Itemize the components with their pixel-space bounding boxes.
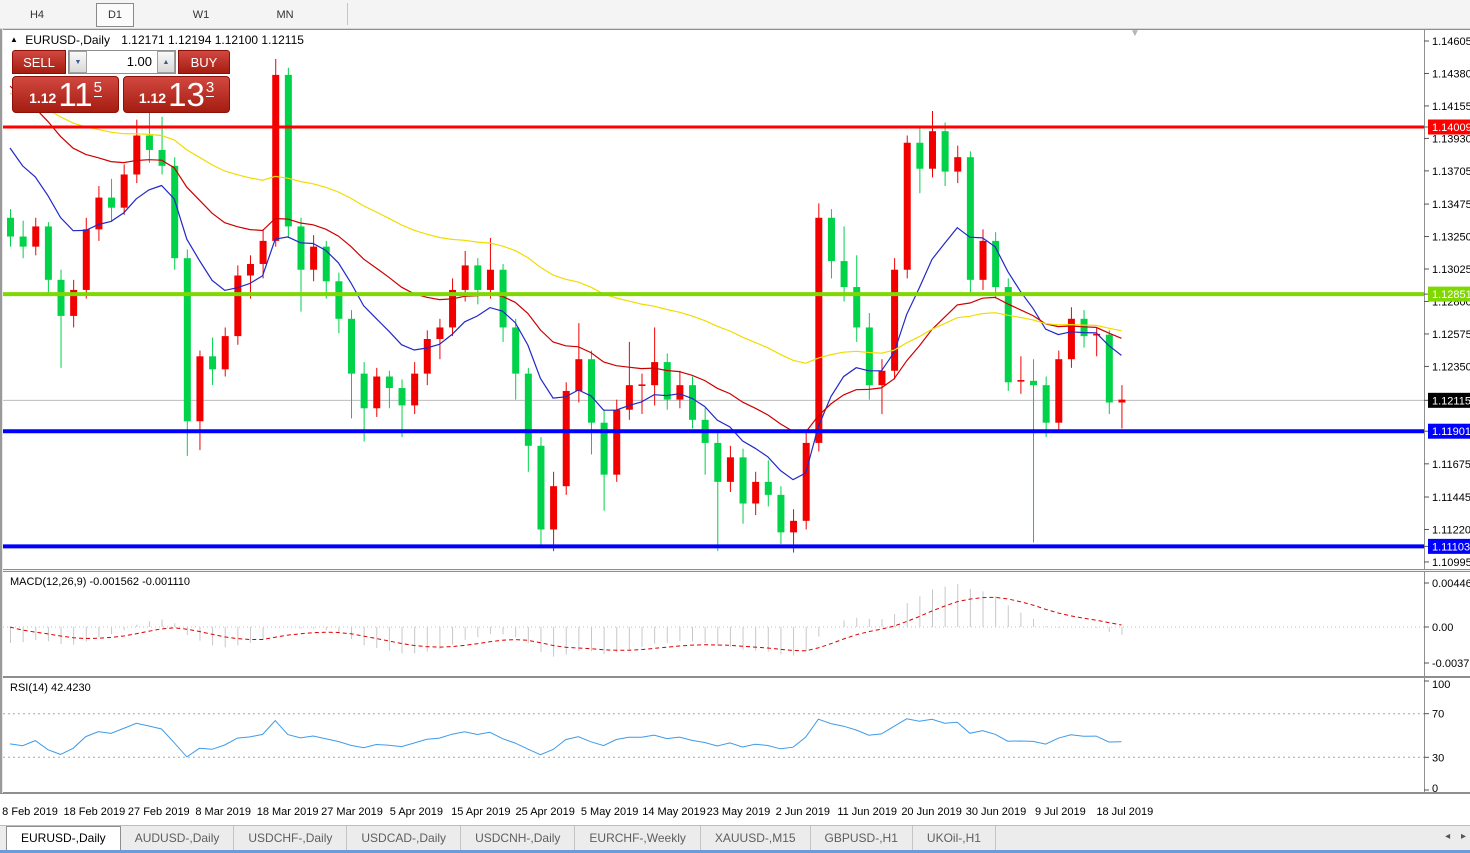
sell-price-big: 11	[58, 76, 93, 113]
rsi-indicator-label: RSI(14) 42.4230	[10, 682, 91, 694]
date-label: 27 Feb 2019	[127, 806, 190, 818]
toolbar-divider	[0, 28, 1470, 29]
date-label: 8 Feb 2019	[2, 806, 58, 818]
sell-button[interactable]: SELL	[12, 50, 66, 74]
date-label: 18 Feb 2019	[63, 806, 126, 818]
date-label: 5 May 2019	[580, 806, 639, 818]
chart-tab-gbpusd-h1[interactable]: GBPUSD-,H1	[811, 826, 913, 851]
buy-price-big: 13	[168, 76, 205, 113]
timeframe-button-w1[interactable]: W1	[192, 9, 210, 21]
date-label: 20 Jun 2019	[901, 806, 962, 818]
svg-text:1.12350: 1.12350	[1432, 361, 1470, 373]
toolbar-separator	[347, 3, 348, 25]
svg-text:1.13025: 1.13025	[1432, 264, 1470, 276]
svg-text:1.12575: 1.12575	[1432, 329, 1470, 341]
macd-indicator-pane[interactable]: 0.004465 0.00 -0.003715	[0, 571, 1470, 677]
chart-tab-audusd-daily[interactable]: AUDUSD-,Daily	[121, 826, 235, 851]
svg-text:0: 0	[1432, 783, 1438, 793]
date-label: 18 Jul 2019	[1096, 806, 1154, 818]
svg-text:1.11901: 1.11901	[1432, 426, 1470, 438]
date-label: 23 May 2019	[706, 806, 771, 818]
svg-text:1.14009: 1.14009	[1432, 122, 1470, 134]
buy-price-panel[interactable]: 1.12133	[123, 76, 230, 113]
tab-scroll-right-icon[interactable]: ▸	[1460, 831, 1466, 842]
chart-tab-usdcad-daily[interactable]: USDCAD-,Daily	[347, 826, 462, 851]
date-label: 27 Mar 2019	[321, 806, 383, 818]
svg-text:30: 30	[1432, 752, 1444, 764]
chart-ohlc-values: 1.12171 1.12194 1.12100 1.12115	[121, 33, 304, 47]
chart-tab-xauusd-m15[interactable]: XAUUSD-,M15	[701, 826, 811, 851]
svg-text:1.13475: 1.13475	[1432, 199, 1470, 211]
svg-text:-0.003715: -0.003715	[1432, 658, 1470, 670]
chart-window-border	[0, 29, 1470, 30]
chart-title: ▲ EURUSD-,Daily 1.12171 1.12194 1.12100 …	[10, 33, 304, 47]
svg-text:1.11445: 1.11445	[1432, 492, 1470, 504]
date-label: 9 Jul 2019	[1035, 806, 1086, 818]
svg-text:1.13930: 1.13930	[1432, 133, 1470, 145]
svg-text:1.14155: 1.14155	[1432, 101, 1470, 113]
tab-scroll-left-icon[interactable]: ◂	[1445, 831, 1451, 842]
volume-stepper: ▼ 1.00 ▲	[68, 50, 176, 74]
chart-shift-marker-icon[interactable]: ▼	[1130, 28, 1140, 39]
volume-decrease-button[interactable]: ▼	[69, 51, 87, 73]
main-price-chart[interactable]: 1.14605 1.14380 1.14155 1.13930 1.13705 1.134…	[0, 30, 1470, 570]
volume-increase-button[interactable]: ▲	[157, 51, 175, 73]
svg-text:0.00: 0.00	[1432, 622, 1453, 634]
date-label: 2 Jun 2019	[775, 806, 831, 818]
date-axis[interactable]: 8 Feb 2019 18 Feb 2019 27 Feb 2019 8 Mar 20…	[0, 793, 1470, 826]
svg-text:0.004465: 0.004465	[1432, 578, 1470, 590]
window-left-border	[0, 29, 3, 825]
svg-text:1.12115: 1.12115	[1432, 395, 1470, 407]
svg-text:100: 100	[1432, 679, 1450, 691]
chart-tab-usdchf-daily[interactable]: USDCHF-,Daily	[234, 826, 348, 851]
svg-text:1.14380: 1.14380	[1432, 68, 1470, 80]
svg-text:1.11103: 1.11103	[1432, 541, 1470, 553]
chart-tab-usdcnh-daily[interactable]: USDCNH-,Daily	[461, 826, 576, 851]
chart-tab-ukoil-h1[interactable]: UKOil-,H1	[913, 826, 996, 851]
svg-text:1.13250: 1.13250	[1432, 232, 1470, 244]
buy-price-sup: 3	[205, 79, 215, 97]
chart-tab-eurchf-weekly[interactable]: EURCHF-,Weekly	[575, 826, 701, 851]
date-label: 18 Mar 2019	[256, 806, 319, 818]
chart-tab-eurusd-daily[interactable]: EURUSD-,Daily	[6, 826, 121, 851]
date-label: 15 Apr 2019	[451, 806, 511, 818]
svg-text:70: 70	[1432, 709, 1444, 721]
buy-price-prefix: 1.12	[138, 90, 167, 106]
svg-text:1.11675: 1.11675	[1432, 459, 1470, 471]
date-label: 25 Apr 2019	[515, 806, 575, 818]
timeframe-button-mn[interactable]: MN	[276, 9, 294, 21]
svg-text:1.10995: 1.10995	[1432, 557, 1470, 569]
rsi-indicator-pane[interactable]: 100 70 30 0	[0, 677, 1470, 793]
date-label: 8 Mar 2019	[195, 806, 252, 818]
sell-price-prefix: 1.12	[29, 90, 57, 106]
chart-symbol-label: EURUSD-,Daily	[25, 33, 110, 47]
svg-text:1.14605: 1.14605	[1432, 36, 1470, 48]
chart-tab-bar: EURUSD-,Daily AUDUSD-,Daily USDCHF-,Daily U…	[0, 825, 1470, 851]
sell-price-panel[interactable]: 1.12115	[12, 76, 119, 113]
svg-text:1.12851: 1.12851	[1432, 289, 1470, 301]
date-label: 30 Jun 2019	[965, 806, 1027, 818]
timeframe-button-h4[interactable]: H4	[29, 9, 45, 21]
timeframe-button-d1[interactable]: D1	[96, 3, 134, 27]
date-label: 14 May 2019	[642, 806, 706, 818]
date-label: 5 Apr 2019	[389, 806, 443, 818]
sell-price-sup: 5	[93, 79, 102, 97]
buy-button[interactable]: BUY	[178, 50, 230, 74]
svg-text:1.11220: 1.11220	[1432, 524, 1470, 536]
date-label: 11 Jun 2019	[837, 806, 898, 818]
collapse-panel-icon[interactable]: ▲	[10, 35, 18, 44]
volume-input[interactable]: 1.00	[126, 54, 152, 69]
svg-text:1.13705: 1.13705	[1432, 166, 1470, 178]
macd-indicator-label: MACD(12,26,9) -0.001562 -0.001110	[10, 576, 190, 588]
window-bottom-edge	[0, 850, 1470, 853]
timeframe-toolbar: H4 D1 W1 MN	[0, 0, 1470, 29]
